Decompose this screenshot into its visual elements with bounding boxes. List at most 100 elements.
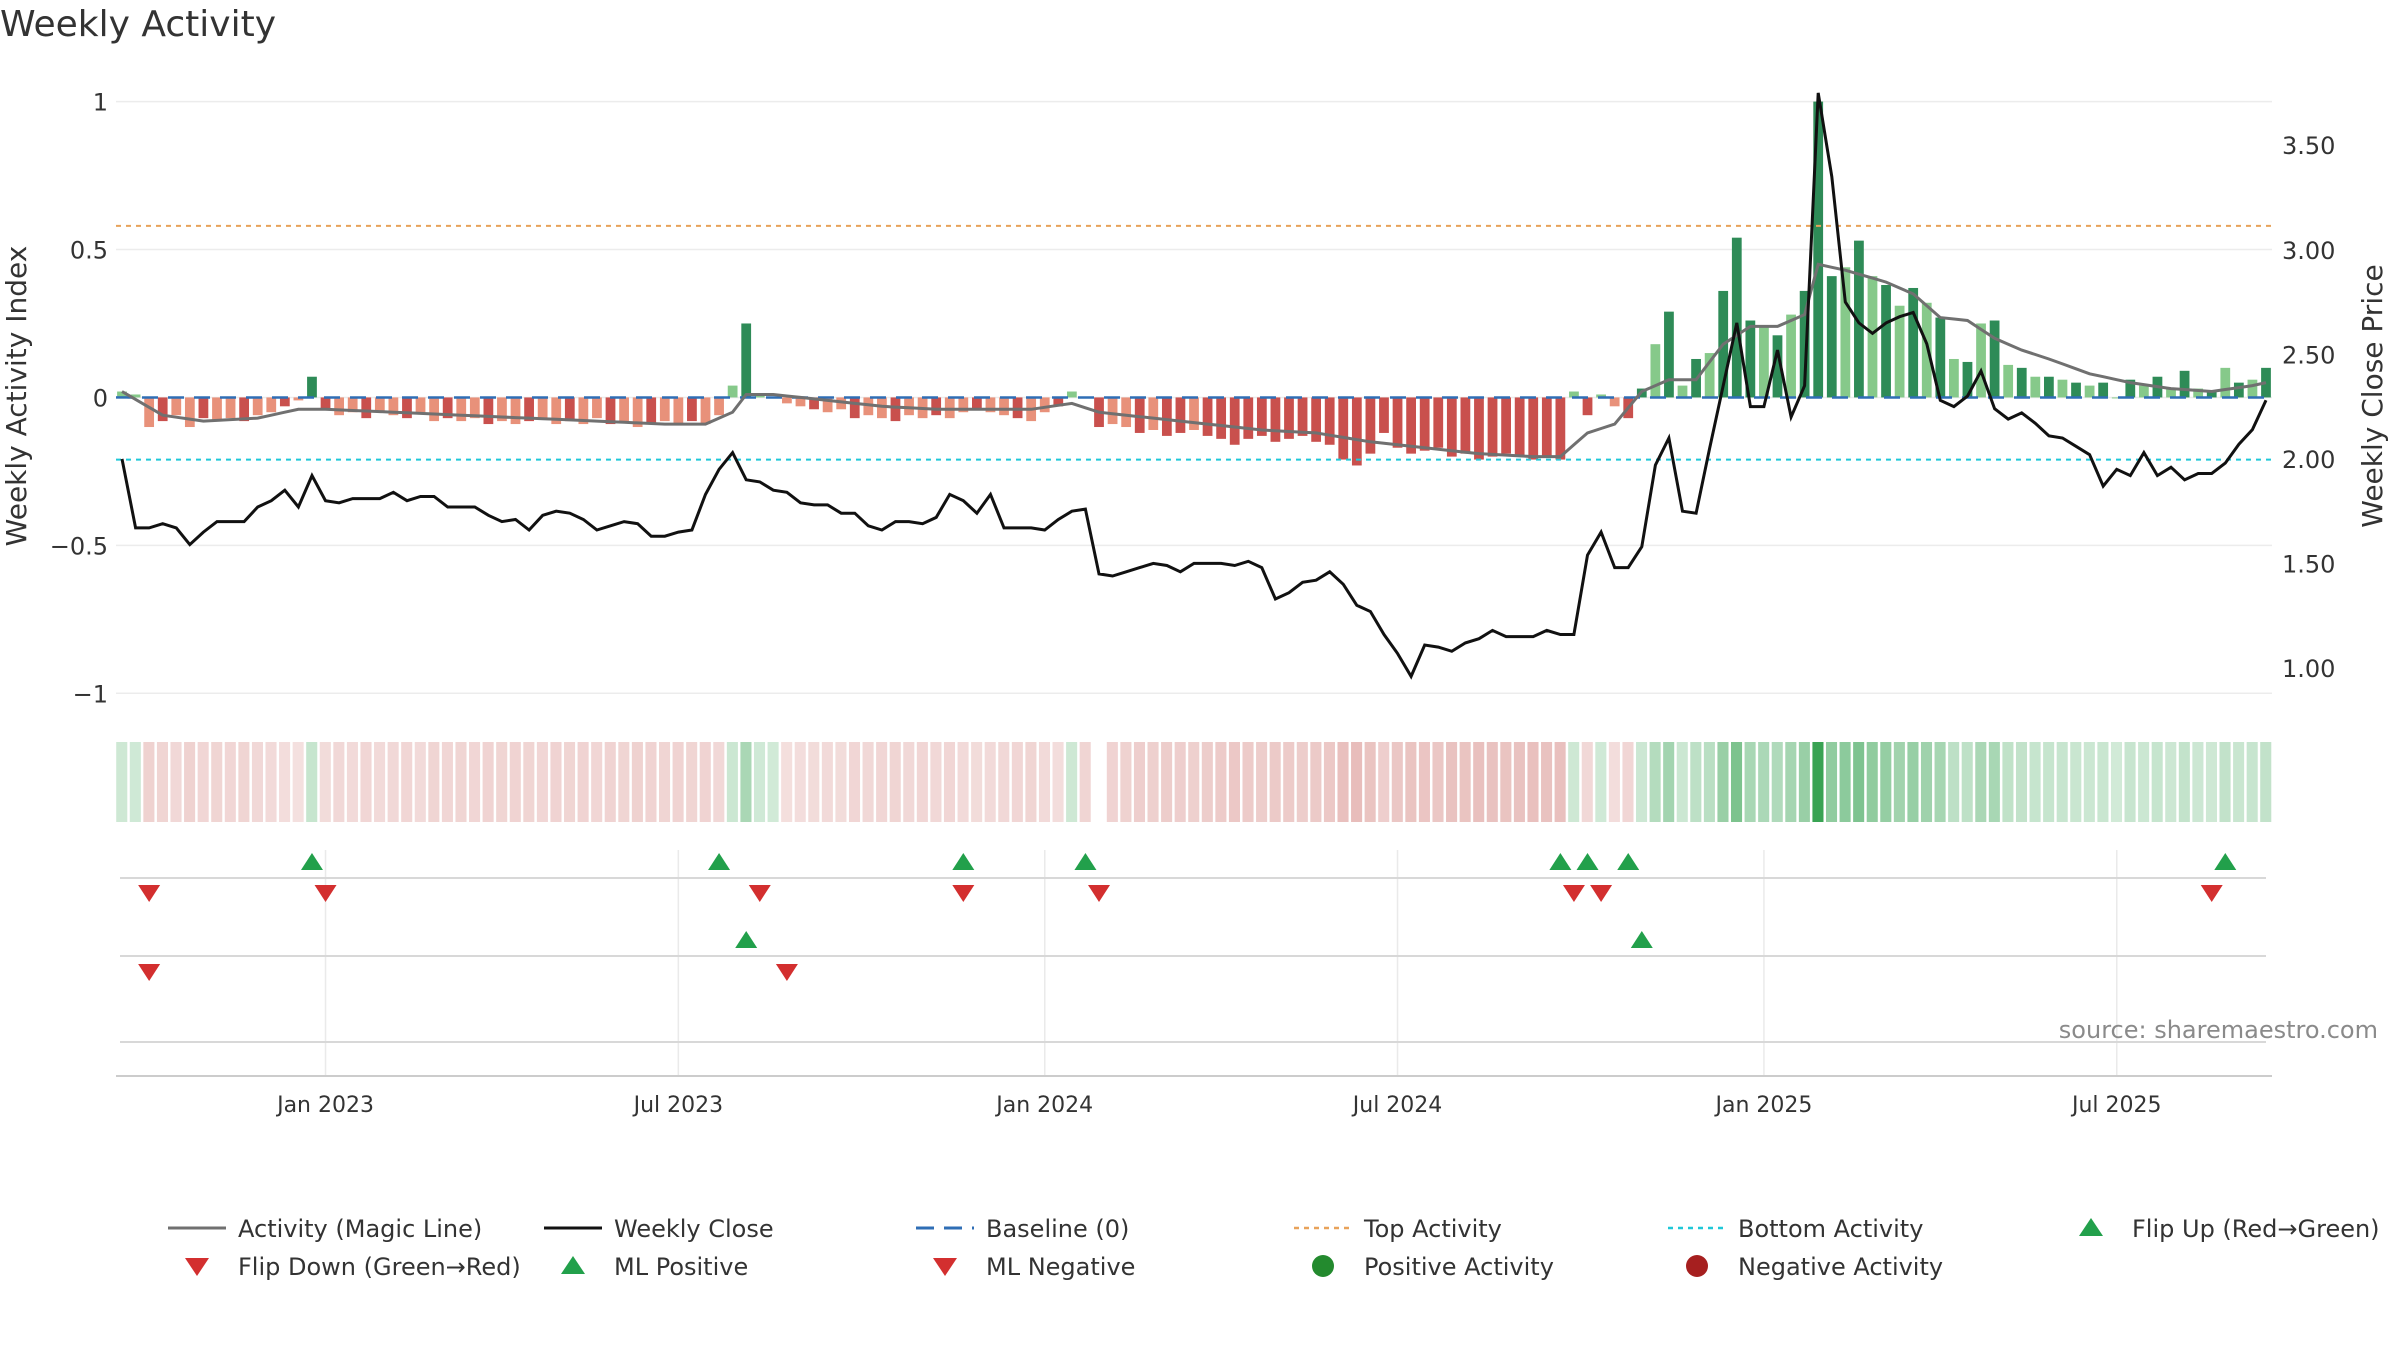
magic-line <box>121 262 2267 459</box>
shading-cell <box>2070 742 2082 822</box>
legend-label: ML Positive <box>614 1253 748 1281</box>
legend-item-magic: Activity (Magic Line) <box>168 1215 482 1243</box>
activity-bar <box>212 397 222 422</box>
legend-label: Flip Up (Red→Green) <box>2132 1215 2380 1243</box>
shading-cell <box>2124 742 2136 822</box>
activity-bar <box>782 397 792 404</box>
activity-bar <box>1134 397 1145 433</box>
shading-cell <box>984 742 996 822</box>
legend-item-bottom: Bottom Activity <box>1668 1215 1923 1243</box>
activity-bar <box>2071 382 2081 398</box>
activity-bar <box>524 397 534 422</box>
activity-bar <box>1066 391 1077 398</box>
shading-cell <box>1473 742 1485 822</box>
activity-bar <box>293 397 304 401</box>
activity-bar <box>795 397 806 407</box>
activity-bar <box>307 376 317 398</box>
activity-bar <box>1813 101 1824 398</box>
flip-down-marker <box>1590 885 1613 902</box>
activity-bar <box>1202 397 1213 436</box>
flip-down-marker <box>314 885 337 902</box>
activity-bar <box>673 397 684 425</box>
shading-cell <box>197 742 209 822</box>
shading-cell <box>1717 742 1729 822</box>
activity-bar <box>564 397 575 422</box>
right-axis: 3.50 3.00 2.50 2.00 1.50 1.00 <box>2282 132 2335 683</box>
activity-bar <box>1419 397 1430 451</box>
shading-cell <box>346 742 358 822</box>
activity-bar <box>1976 323 1986 398</box>
shading-cell <box>1771 742 1783 822</box>
activity-bar <box>266 397 277 413</box>
shading-cell <box>319 742 331 822</box>
flip-down-marker <box>2200 885 2223 902</box>
shading-cell <box>1188 742 1200 822</box>
left-axis-title: Weekly Activity Index <box>0 246 33 547</box>
activity-bar <box>1256 397 1267 436</box>
activity-bar <box>1894 305 1905 398</box>
legend-item-mlpos: ML Positive <box>561 1253 748 1281</box>
shading-cell <box>821 742 833 822</box>
shading-cell <box>1446 742 1458 822</box>
activity-bar <box>2003 364 2014 398</box>
activity-bar <box>334 397 344 416</box>
activity-bar <box>1446 397 1457 457</box>
legend-item-negact: Negative Activity <box>1686 1253 1943 1281</box>
activity-bar <box>619 397 629 422</box>
activity-bar <box>1840 267 1851 398</box>
activity-bar <box>659 397 670 422</box>
shading-cell <box>835 742 847 822</box>
activity-bar <box>1284 397 1294 439</box>
shading-cell <box>1676 742 1688 822</box>
shading-cell <box>631 742 643 822</box>
shading-cell <box>1269 742 1281 822</box>
shading-cell <box>2205 742 2218 822</box>
activity-bar <box>1039 397 1050 413</box>
shading-cell <box>428 742 440 822</box>
weekly-close-line <box>120 92 2268 680</box>
activity-bar <box>117 391 127 398</box>
flip-up-marker <box>1617 853 1640 870</box>
activity-bar <box>2030 376 2041 398</box>
shading-cell <box>1554 742 1566 822</box>
legend-swatch <box>933 1258 957 1276</box>
activity-bar <box>1799 290 1810 398</box>
activity-bar <box>1324 397 1335 445</box>
shading-cell <box>2151 742 2163 822</box>
shading-cell <box>1351 742 1363 822</box>
shading-cell <box>1038 742 1051 822</box>
shading-cell <box>903 742 915 822</box>
shading-cell <box>1011 742 1023 822</box>
shading-cell <box>2097 742 2109 822</box>
shading-cell <box>1391 742 1403 822</box>
shading-cell <box>1066 742 1078 822</box>
shading-cell <box>1174 742 1186 822</box>
activity-bar <box>252 397 263 416</box>
chart-title: Weekly Activity <box>0 4 277 45</box>
shading-cell <box>1364 742 1376 822</box>
activity-bar <box>1881 285 1891 398</box>
legend-item-close: Weekly Close <box>544 1215 774 1243</box>
shading-cell <box>577 742 589 822</box>
activity-bar <box>687 397 697 422</box>
shading-cell <box>1893 742 1905 822</box>
activity-bar <box>225 397 236 419</box>
shading-cell <box>1378 742 1390 822</box>
shading-cell <box>1731 742 1743 822</box>
shading-cell <box>1812 742 1824 822</box>
shading-cell <box>794 742 806 822</box>
shading-cell <box>604 742 616 822</box>
shading-cell <box>2002 742 2014 822</box>
shading-cell <box>1283 742 1295 822</box>
shading-cell <box>1785 742 1797 822</box>
flip-up-marker <box>708 853 731 870</box>
legend-swatch <box>2079 1218 2103 1236</box>
activity-bar <box>700 397 711 425</box>
activity-bar <box>985 397 996 413</box>
activity-bar <box>2111 397 2122 399</box>
shading-cell <box>1133 742 1146 822</box>
shading-cell <box>156 742 168 822</box>
shading-cell <box>1948 742 1960 822</box>
shading-cell <box>116 742 128 822</box>
activity-bar <box>1189 397 1199 430</box>
